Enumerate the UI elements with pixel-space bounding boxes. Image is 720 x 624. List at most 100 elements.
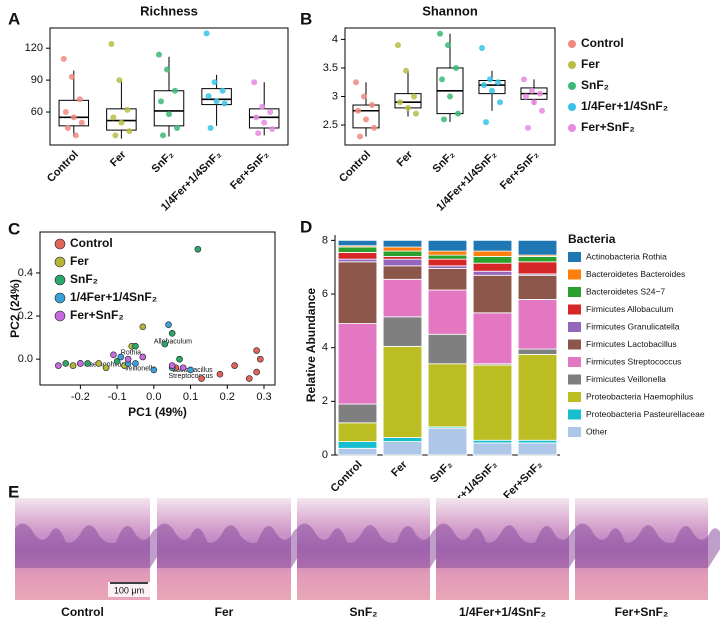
legend-label: Proteobacteria Haemophilus xyxy=(586,391,693,401)
annotation: Allobaculum xyxy=(154,339,192,346)
data-point xyxy=(489,87,495,94)
group-label: 1/4Fer+1/4SnF₂ xyxy=(459,605,546,619)
data-point xyxy=(447,93,453,100)
data-point xyxy=(261,119,268,126)
box xyxy=(153,90,185,127)
bar-segment xyxy=(382,316,423,347)
y-tick-label: 90 xyxy=(31,74,43,86)
bar-segment xyxy=(517,298,558,350)
bar-segment xyxy=(472,274,513,314)
data-point xyxy=(269,126,276,133)
epithelium xyxy=(157,523,308,568)
x-tick-label: 0.0 xyxy=(146,391,161,403)
x-axis-label: PC1 (49%) xyxy=(128,405,187,419)
bar-segment xyxy=(517,256,558,263)
legend-label: Firmicutes Lactobacillus xyxy=(586,339,677,349)
bar-segment xyxy=(427,239,468,252)
x-tick-label: 0.3 xyxy=(256,391,271,403)
bar-segment xyxy=(382,441,423,456)
data-point xyxy=(521,76,527,83)
bar-segment xyxy=(382,278,423,318)
data-point xyxy=(156,51,162,58)
annotation: Veillonella xyxy=(124,366,156,373)
scale-box xyxy=(108,582,150,597)
data-point xyxy=(211,79,218,86)
bar-segment xyxy=(427,250,468,256)
bar-segment xyxy=(337,258,378,263)
y-tick-label: 120 xyxy=(25,42,43,54)
data-point xyxy=(403,67,409,74)
data-point xyxy=(363,116,369,123)
y-tick-label: 3.5 xyxy=(323,62,338,74)
data-point xyxy=(113,357,121,365)
data-point xyxy=(165,321,172,328)
data-point xyxy=(112,132,119,139)
data-point xyxy=(481,82,487,89)
bar-segment xyxy=(337,239,378,247)
panel-label: B xyxy=(300,9,312,28)
bar-segment xyxy=(517,348,558,355)
data-point xyxy=(161,340,169,348)
data-point xyxy=(55,362,62,369)
data-point xyxy=(213,98,220,105)
y-tick-label: 4 xyxy=(322,342,328,354)
data-point xyxy=(221,100,228,107)
x-tick-label: Control xyxy=(337,149,373,185)
legend-marker xyxy=(54,274,66,286)
panel-label: E xyxy=(8,482,19,501)
data-point xyxy=(483,119,489,126)
y-axis-label: PC2 (24%) xyxy=(8,279,22,338)
legend-marker xyxy=(568,40,576,48)
chart-title: Shannon xyxy=(422,3,478,18)
data-point xyxy=(497,99,503,106)
annotation: Rothia xyxy=(121,350,141,357)
bar-segment xyxy=(337,261,378,324)
y-tick-label: 3 xyxy=(332,90,338,102)
data-point xyxy=(116,77,123,84)
data-point xyxy=(219,87,226,94)
data-point xyxy=(166,111,172,118)
legend-label: Control xyxy=(581,36,624,50)
legend-swatch xyxy=(568,374,581,385)
legend-label: Fer xyxy=(581,57,600,71)
data-point xyxy=(179,364,187,372)
legend-label: 1/4Fer+1/4SnF₂ xyxy=(70,290,157,304)
box xyxy=(106,108,137,131)
legend-swatch xyxy=(568,357,581,367)
epithelium xyxy=(436,523,586,568)
legend-marker xyxy=(54,310,66,322)
bar-segment xyxy=(427,333,468,365)
legend-title: Bacteria xyxy=(568,232,616,246)
data-point xyxy=(453,64,459,71)
group-label: Control xyxy=(61,605,104,619)
scale-bar-label: 100 μm xyxy=(114,585,144,595)
data-point xyxy=(95,360,103,367)
group-label: Fer+SnF₂ xyxy=(615,605,669,619)
data-point xyxy=(529,87,535,94)
bar-segment xyxy=(472,256,513,264)
bar-segment xyxy=(337,447,378,456)
legend-label: Actinobacteria Rothia xyxy=(586,251,667,261)
data-point xyxy=(132,360,139,367)
bar-segment xyxy=(427,254,468,260)
bar-segment xyxy=(337,441,378,449)
bar-segment xyxy=(517,274,558,300)
data-point xyxy=(174,124,180,131)
data-point xyxy=(355,107,361,114)
legend-swatch xyxy=(568,287,581,297)
bar-segment xyxy=(337,323,378,405)
data-point xyxy=(537,90,543,97)
data-point xyxy=(110,351,117,359)
data-point xyxy=(62,109,69,116)
data-point xyxy=(267,109,274,116)
bar-segment xyxy=(337,252,378,260)
data-point xyxy=(369,102,375,109)
chart-title: Richness xyxy=(140,3,198,18)
group-label: SnF₂ xyxy=(350,605,378,619)
y-tick-label: 4 xyxy=(332,33,338,45)
legend-label: Firmicutes Streptococcus xyxy=(586,356,681,366)
data-point xyxy=(207,124,214,131)
y-tick-label: 2.5 xyxy=(323,119,338,131)
epithelium xyxy=(575,523,720,568)
data-point xyxy=(251,79,258,86)
